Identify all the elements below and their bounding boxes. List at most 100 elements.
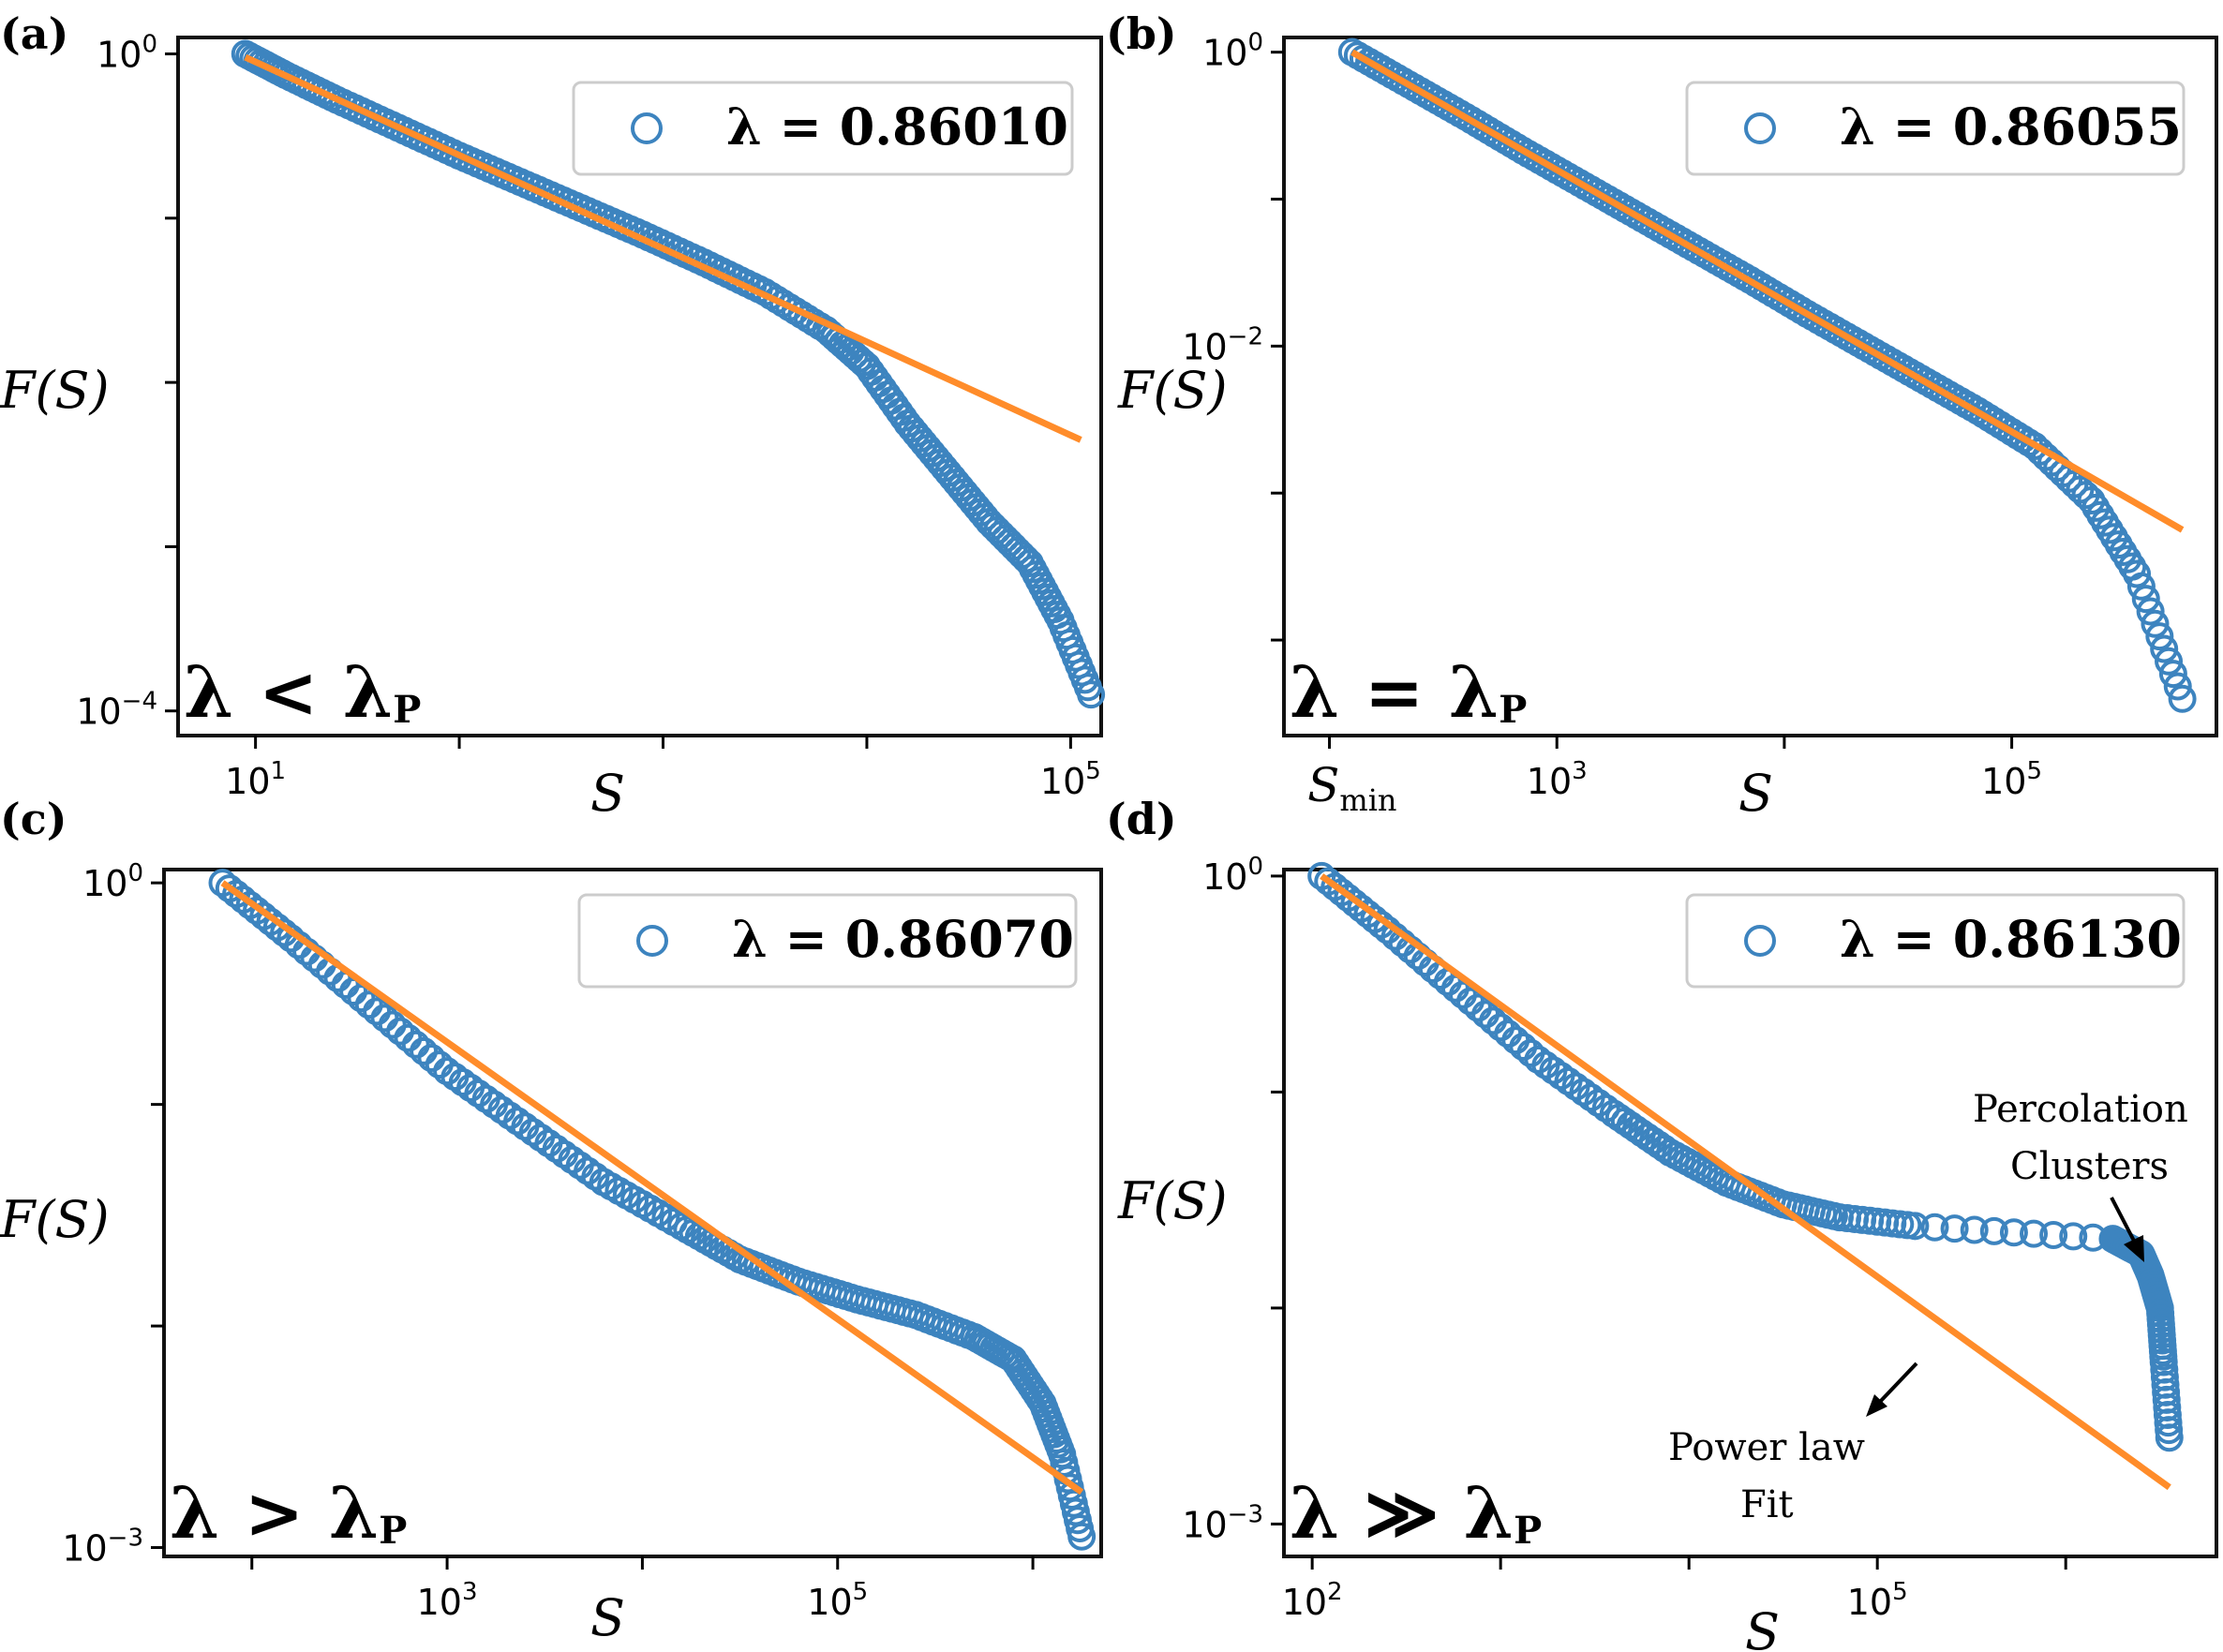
y-axis-label: F(S) (1117, 361, 1228, 420)
data-point (1479, 1006, 1508, 1035)
data-series (1337, 37, 2197, 713)
data-point (386, 1017, 415, 1046)
legend-marker (1744, 925, 1776, 957)
x-tick-label: Smin (1307, 758, 1396, 818)
data-point (425, 1050, 454, 1079)
y-axis-label: F(S) (0, 1190, 110, 1249)
legend-label: λ = 0.86055 (1840, 97, 2182, 156)
data-point (2131, 585, 2160, 614)
percolation-annotation-line2: Clusters (2010, 1145, 2169, 1188)
data-point (1940, 1214, 1969, 1243)
legend-label: λ = 0.86130 (1840, 909, 2182, 969)
legend-box (1685, 81, 2186, 176)
legend-marker (636, 925, 668, 957)
data-point (2136, 597, 2165, 626)
data-point (378, 1010, 407, 1039)
data-point (2123, 559, 2152, 588)
data-point (410, 1036, 439, 1065)
data-point (1471, 1000, 1500, 1029)
data-point (1509, 1033, 1538, 1062)
data-point (2150, 634, 2179, 663)
panel-label: (b) (1106, 8, 1177, 59)
legend-box (577, 893, 1078, 989)
x-tick-label: 103 (1527, 757, 1588, 802)
plot-area-c: 103 105 100 10−3 λ = 0.86070 λ > λP (62, 859, 1103, 1623)
data-point (1464, 993, 1493, 1022)
x-axis-label: S (590, 764, 625, 823)
data-point (1067, 1522, 1097, 1551)
data-series (231, 39, 1106, 709)
data-point (2059, 1222, 2088, 1251)
data-point (1077, 680, 1106, 709)
legend-label: λ = 0.86070 (732, 909, 1074, 969)
panel-label: (a) (0, 8, 68, 59)
plot-area-a: 101 105 100 10−4 λ = 0.86010 λ < λP (76, 31, 1106, 802)
data-point (1960, 1215, 1989, 1244)
power-law-fit-line (1350, 49, 2185, 533)
data-point (2168, 684, 2197, 713)
data-point (2141, 609, 2170, 638)
panel-label: (c) (0, 794, 67, 844)
legend-marker (1744, 112, 1776, 144)
legend-label: λ = 0.86010 (726, 97, 1068, 156)
data-point (1920, 1213, 1949, 1242)
plot-frame (176, 36, 1103, 737)
plot-area-d: 102 105 100 10−3 λ = 0.86130 λ ≫ λP (1182, 853, 2218, 1623)
plot-frame (1282, 36, 2218, 737)
percolation-arrow (2110, 1197, 2144, 1262)
x-axis-label: S (590, 1588, 625, 1647)
plot-frame (1282, 868, 2218, 1558)
x-tick-label: 103 (417, 1578, 478, 1623)
data-point (394, 1023, 423, 1052)
fit-annotation-line1: Power law (1668, 1426, 1865, 1469)
y-axis-label: F(S) (1117, 1171, 1228, 1230)
y-axis-label: F(S) (0, 361, 110, 420)
power-law-fit-line (244, 53, 1082, 443)
y-tick-label: 100 (82, 859, 143, 904)
y-tick-label: 100 (1202, 853, 1263, 898)
x-tick-label: 105 (1847, 1578, 1908, 1623)
data-point (2145, 622, 2174, 651)
x-tick-label: 105 (1981, 757, 2042, 802)
regime-label: λ < λP (184, 650, 421, 734)
y-tick-label: 100 (97, 31, 157, 76)
legend-marker (631, 112, 663, 144)
data-point (2155, 1423, 2184, 1452)
power-law-fit-line (220, 880, 1084, 1496)
data-point (2039, 1221, 2068, 1250)
x-axis-label: S (1738, 764, 1773, 823)
data-point (1979, 1216, 2008, 1245)
y-tick-label: 100 (1202, 29, 1263, 74)
data-point (363, 997, 392, 1026)
regime-label: λ ≫ λP (1290, 1471, 1542, 1555)
x-tick-label: 105 (1040, 757, 1101, 802)
data-point (1494, 1019, 1523, 1049)
x-tick-label: 105 (807, 1578, 868, 1623)
data-point (1501, 1026, 1530, 1055)
legend-box (572, 81, 1074, 176)
data-point (1999, 1218, 2028, 1247)
x-axis-label: S (1745, 1602, 1780, 1652)
plot-frame (162, 868, 1103, 1558)
data-point (2158, 660, 2187, 689)
percolation-annotation-line1: Percolation (1973, 1088, 2188, 1131)
data-point (2163, 672, 2192, 701)
data-point (401, 1030, 430, 1059)
data-point (1486, 1013, 1515, 1042)
regime-label: λ > λP (170, 1471, 407, 1555)
fit-arrow (1866, 1362, 1918, 1417)
data-point (417, 1043, 446, 1072)
data-point (1901, 1212, 1930, 1241)
data-point (2126, 572, 2156, 601)
y-tick-label: 10−3 (62, 1525, 143, 1570)
fit-annotation-line2: Fit (1740, 1483, 1794, 1526)
data-point (370, 1004, 399, 1033)
x-tick-label: 102 (1282, 1578, 1343, 1623)
panel-label: (d) (1106, 794, 1177, 844)
data-point (2020, 1219, 2049, 1248)
